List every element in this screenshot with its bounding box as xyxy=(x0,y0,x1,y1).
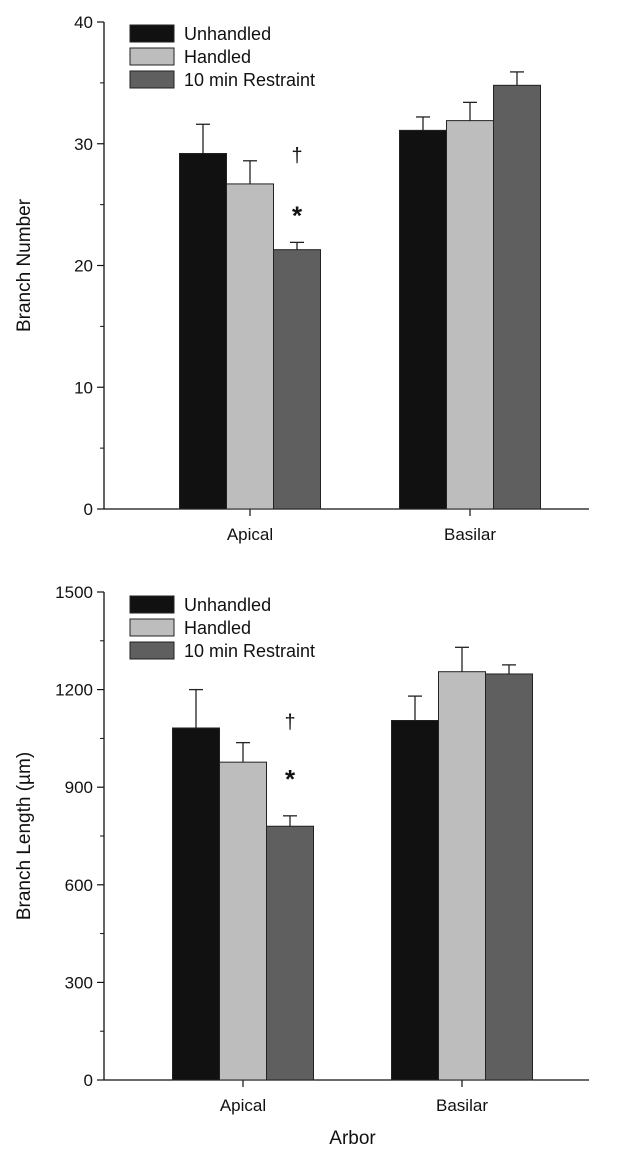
significance-asterisk: * xyxy=(285,764,296,794)
y-tick-label: 900 xyxy=(65,778,93,797)
y-tick-label: 1500 xyxy=(55,583,93,602)
y-tick-label: 10 xyxy=(74,378,93,397)
chart-panel-2: 0 300 600 900 1200 1500 Branch Length (µm) Apic… xyxy=(14,583,589,1149)
significance-dagger: † xyxy=(291,145,302,167)
y-tick-label: 0 xyxy=(84,1071,93,1090)
y-tick-label: 0 xyxy=(84,500,93,519)
x-tick-label-basilar: Basilar xyxy=(436,1096,488,1115)
bar-handled-apical xyxy=(219,761,267,1081)
bar-10-min-restraint-basilar xyxy=(493,84,541,510)
bar-10-min-restraint-basilar xyxy=(485,673,533,1081)
y-axis-title: Branch Number xyxy=(14,198,35,332)
legend-label: Handled xyxy=(184,47,251,67)
bar-10-min-restraint-apical xyxy=(266,825,314,1081)
legend-label: Unhandled xyxy=(184,595,271,615)
legend-label: 10 min Restraint xyxy=(184,641,315,661)
y-axis-title: Branch Length (µm) xyxy=(14,752,35,920)
y-tick-label: 600 xyxy=(65,876,93,895)
legend-label: Unhandled xyxy=(184,24,271,44)
legend-swatch xyxy=(129,70,175,89)
legend-swatch xyxy=(129,24,175,43)
legend-swatch xyxy=(129,641,175,660)
y-tick-label: 1200 xyxy=(55,681,93,700)
significance-dagger: † xyxy=(284,712,295,734)
significance-asterisk: * xyxy=(292,201,303,231)
bar-handled-apical xyxy=(226,183,274,510)
x-axis-title: Arbor xyxy=(329,1128,376,1149)
legend-label: Handled xyxy=(184,618,251,638)
legend-swatch xyxy=(129,618,175,637)
bar-10-min-restraint-apical xyxy=(273,249,321,510)
x-tick-label-apical: Apical xyxy=(227,525,273,544)
legend-swatch xyxy=(129,595,175,614)
x-tick-label-apical: Apical xyxy=(220,1096,266,1115)
bar-unhandled-basilar xyxy=(399,129,447,510)
bar-handled-basilar xyxy=(446,120,494,510)
bar-unhandled-apical xyxy=(172,727,220,1081)
bar-unhandled-basilar xyxy=(391,720,439,1081)
y-tick-label: 300 xyxy=(65,973,93,992)
legend-label: 10 min Restraint xyxy=(184,70,315,90)
x-tick-label-basilar: Basilar xyxy=(444,525,496,544)
bar-handled-basilar xyxy=(438,671,486,1081)
legend-swatch xyxy=(129,47,175,66)
y-tick-label: 30 xyxy=(74,135,93,154)
chart-panel-1: 0 10 20 30 40 Branch Number Apical Basilar † * Unh… xyxy=(14,13,589,544)
y-tick-label: 40 xyxy=(74,13,93,32)
bar-unhandled-apical xyxy=(179,152,227,510)
y-tick-label: 20 xyxy=(74,257,93,276)
